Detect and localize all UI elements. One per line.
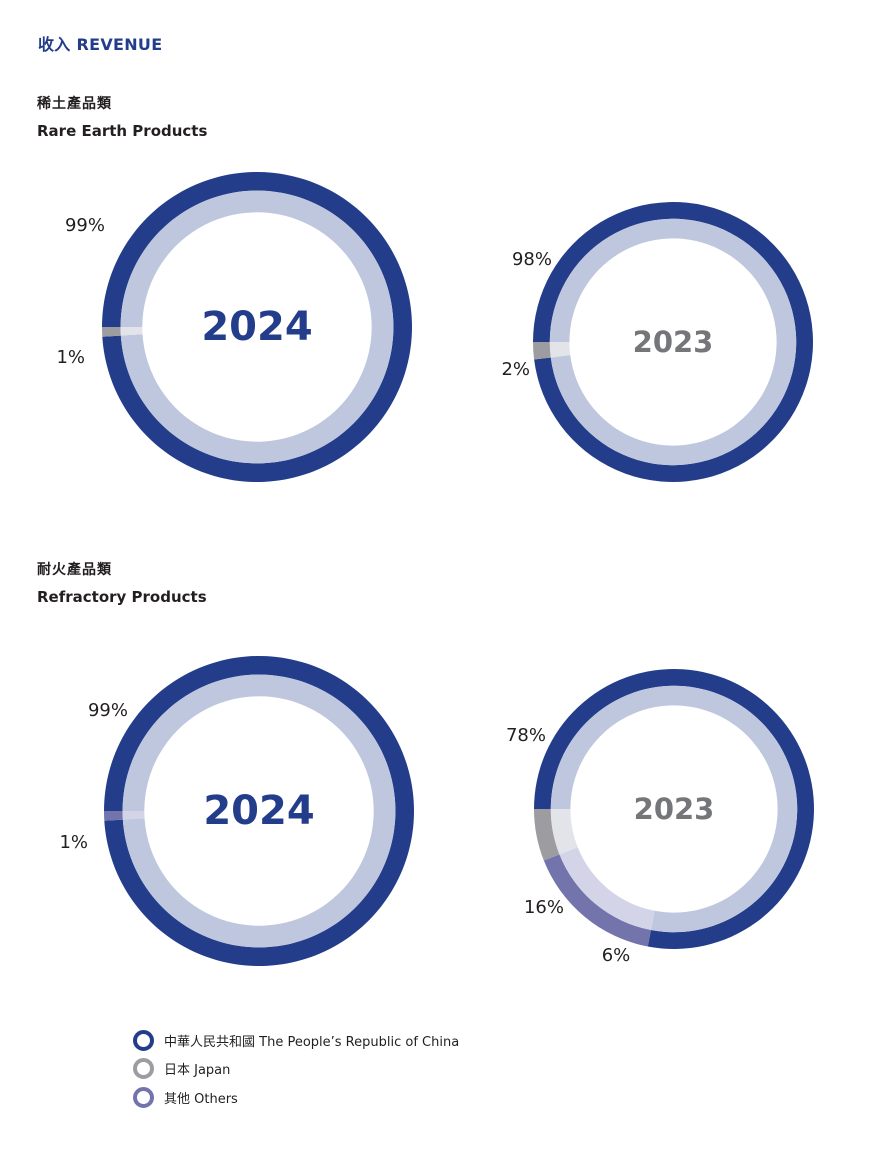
slice-inner-band — [122, 811, 145, 820]
section-title-zh: 稀土產品類 — [37, 96, 112, 112]
slice-outer-band — [543, 854, 651, 947]
slice-inner-band — [120, 327, 143, 336]
slice-outer-band — [102, 327, 121, 337]
slice-label: 78% — [506, 725, 546, 746]
section-title-zh: 耐火產品類 — [37, 562, 112, 578]
legend-swatch-japan — [133, 1058, 154, 1079]
legend-item-others: 其他 Others — [133, 1087, 238, 1108]
legend-item-japan: 日本 Japan — [133, 1058, 230, 1079]
slice-label: 6% — [602, 945, 631, 966]
legend-label: 中華人民共和國 The People’s Republic of China — [164, 1035, 460, 1050]
legend-label: 其他 Others — [164, 1092, 238, 1107]
legend-item-china: 中華人民共和國 The People’s Republic of China — [133, 1030, 459, 1051]
slice-outer-band — [534, 809, 560, 861]
section-title-en: Rare Earth Products — [37, 122, 208, 140]
legend-swatch-others — [133, 1087, 154, 1108]
slice-label: 98% — [512, 249, 552, 270]
donut-center-year: 2024 — [203, 788, 314, 834]
slice-label: 1% — [59, 832, 88, 853]
slice-label: 99% — [65, 215, 105, 236]
slice-japan — [534, 809, 578, 861]
slice-label: 2% — [501, 359, 530, 380]
donut-center-year: 2023 — [634, 792, 715, 826]
slice-japan — [533, 342, 571, 360]
slice-inner-band — [559, 847, 655, 931]
legend-label: 日本 Japan — [164, 1063, 231, 1078]
slice-inner-band — [550, 809, 578, 855]
legend-swatch-china — [133, 1030, 154, 1051]
slice-outer-band — [104, 811, 123, 821]
slice-japan — [102, 327, 143, 337]
page-title: 收入 REVENUE — [38, 35, 163, 54]
slice-label: 99% — [88, 700, 128, 721]
slice-label: 1% — [56, 347, 85, 368]
slice-label: 16% — [524, 897, 564, 918]
slice-outer-band — [533, 342, 551, 360]
slice-others — [543, 847, 655, 947]
donut-center-year: 2023 — [633, 325, 714, 359]
section-title-en: Refractory Products — [37, 588, 207, 606]
donut-center-year: 2024 — [201, 304, 312, 350]
slice-inner-band — [549, 342, 571, 358]
slice-others — [104, 811, 145, 821]
